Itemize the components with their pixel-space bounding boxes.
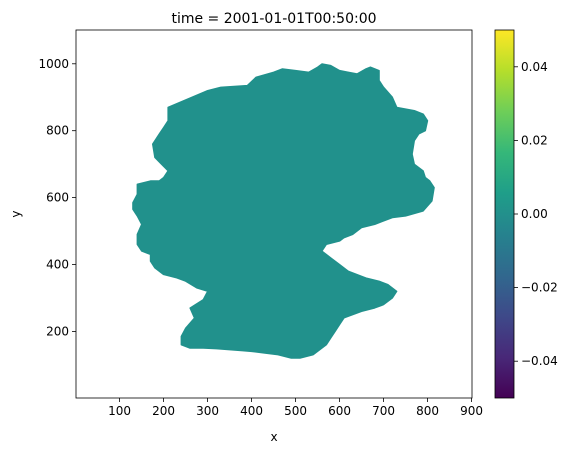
y-tick-label: 600 bbox=[46, 191, 69, 205]
x-tick-label: 100 bbox=[108, 404, 131, 418]
x-tick-label: 500 bbox=[284, 404, 307, 418]
colorbar-tick-label: −0.04 bbox=[521, 354, 558, 368]
colorbar-tick-label: 0.04 bbox=[521, 60, 548, 74]
colorbar-tick-label: 0.00 bbox=[521, 207, 548, 221]
plot-frame bbox=[75, 29, 473, 399]
y-tick-label: 1000 bbox=[38, 57, 69, 71]
y-axis-label: y bbox=[9, 210, 23, 217]
chart-title: time = 2001-01-01T00:50:00 bbox=[171, 11, 376, 27]
data-field bbox=[132, 63, 435, 359]
colorbar-ticks: −0.04 −0.02 0.00 0.02 0.04 bbox=[514, 60, 558, 368]
x-tick-label: 300 bbox=[196, 404, 219, 418]
colorbar-tick-label: −0.02 bbox=[521, 281, 558, 295]
x-axis-label: x bbox=[270, 430, 277, 444]
x-axis-ticks: 100 200 300 400 500 600 700 800 900 bbox=[108, 398, 483, 418]
x-tick-label: 600 bbox=[328, 404, 351, 418]
x-tick-label: 900 bbox=[460, 404, 483, 418]
x-tick-label: 200 bbox=[152, 404, 175, 418]
data-region bbox=[132, 63, 435, 359]
x-tick-label: 800 bbox=[416, 404, 439, 418]
x-tick-label: 400 bbox=[240, 404, 263, 418]
y-axis-ticks: 200 400 600 800 1000 bbox=[38, 57, 76, 338]
y-tick-label: 400 bbox=[46, 258, 69, 272]
colorbar bbox=[494, 29, 515, 399]
colorbar-tick-label: 0.02 bbox=[521, 133, 548, 147]
x-tick-label: 700 bbox=[372, 404, 395, 418]
y-tick-label: 800 bbox=[46, 124, 69, 138]
y-tick-label: 200 bbox=[46, 324, 69, 338]
